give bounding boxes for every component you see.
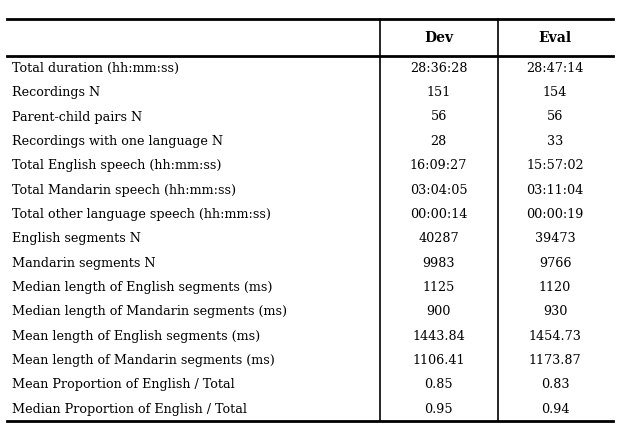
Text: 0.85: 0.85: [424, 378, 453, 391]
Text: 0.83: 0.83: [541, 378, 569, 391]
Text: 33: 33: [547, 135, 563, 148]
Text: 9766: 9766: [539, 257, 571, 270]
Text: 151: 151: [427, 86, 451, 99]
Text: 00:00:14: 00:00:14: [410, 208, 467, 221]
Text: 1443.84: 1443.84: [412, 330, 465, 343]
Text: 00:00:19: 00:00:19: [526, 208, 584, 221]
Text: 56: 56: [430, 111, 447, 124]
Text: 0.94: 0.94: [541, 403, 569, 416]
Text: Median Proportion of English / Total: Median Proportion of English / Total: [12, 403, 247, 416]
Text: Mean Proportion of English / Total: Mean Proportion of English / Total: [12, 378, 235, 391]
Text: Recordings with one language N: Recordings with one language N: [12, 135, 224, 148]
Text: 1454.73: 1454.73: [529, 330, 582, 343]
Text: 28:36:28: 28:36:28: [410, 62, 467, 75]
Text: 1106.41: 1106.41: [412, 354, 465, 367]
Text: 900: 900: [427, 305, 451, 318]
Text: Recordings N: Recordings N: [12, 86, 100, 99]
Text: 39473: 39473: [535, 232, 575, 245]
Text: English segments N: English segments N: [12, 232, 141, 245]
Text: Parent-child pairs N: Parent-child pairs N: [12, 111, 143, 124]
Text: 1173.87: 1173.87: [529, 354, 582, 367]
Text: Total other language speech (hh:mm:ss): Total other language speech (hh:mm:ss): [12, 208, 272, 221]
Text: Total Mandarin speech (hh:mm:ss): Total Mandarin speech (hh:mm:ss): [12, 184, 236, 197]
Text: 930: 930: [543, 305, 567, 318]
Text: Total duration (hh:mm:ss): Total duration (hh:mm:ss): [12, 62, 180, 75]
Text: 1120: 1120: [539, 281, 571, 294]
Text: Eval: Eval: [539, 31, 572, 45]
Text: Median length of English segments (ms): Median length of English segments (ms): [12, 281, 273, 294]
Text: 9983: 9983: [422, 257, 455, 270]
Text: 40287: 40287: [418, 232, 459, 245]
Text: 0.95: 0.95: [424, 403, 453, 416]
Text: Mean length of English segments (ms): Mean length of English segments (ms): [12, 330, 260, 343]
Text: 03:11:04: 03:11:04: [526, 184, 583, 197]
Text: Mandarin segments N: Mandarin segments N: [12, 257, 156, 270]
Text: 56: 56: [547, 111, 563, 124]
Text: Total English speech (hh:mm:ss): Total English speech (hh:mm:ss): [12, 159, 222, 172]
Text: 28: 28: [430, 135, 447, 148]
Text: 1125: 1125: [422, 281, 455, 294]
Text: Mean length of Mandarin segments (ms): Mean length of Mandarin segments (ms): [12, 354, 275, 367]
Text: 154: 154: [543, 86, 567, 99]
Text: Median length of Mandarin segments (ms): Median length of Mandarin segments (ms): [12, 305, 288, 318]
Text: Dev: Dev: [424, 31, 453, 45]
Text: 28:47:14: 28:47:14: [526, 62, 584, 75]
Text: 03:04:05: 03:04:05: [410, 184, 467, 197]
Text: 16:09:27: 16:09:27: [410, 159, 467, 172]
Text: 15:57:02: 15:57:02: [526, 159, 584, 172]
